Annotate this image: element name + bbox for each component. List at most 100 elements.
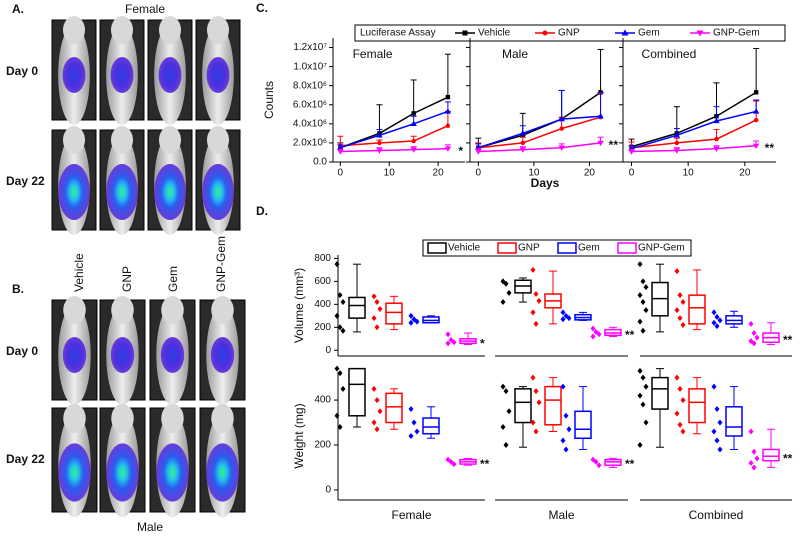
column-label: GNP-Gem bbox=[214, 236, 228, 292]
data-point bbox=[530, 266, 536, 273]
marker bbox=[377, 140, 382, 146]
data-point bbox=[590, 333, 596, 340]
mouse-head bbox=[111, 126, 133, 154]
y-tick-label: 1.0x10⁷ bbox=[293, 61, 327, 72]
marker bbox=[376, 148, 383, 154]
series-line bbox=[340, 125, 449, 147]
data-point bbox=[680, 322, 686, 329]
data-point bbox=[334, 412, 340, 419]
data-point bbox=[533, 320, 539, 327]
data-point bbox=[530, 419, 536, 426]
signal bbox=[160, 337, 185, 373]
signal bbox=[106, 164, 138, 220]
data-point bbox=[643, 383, 649, 390]
data-point bbox=[714, 313, 720, 320]
data-point bbox=[334, 261, 340, 268]
x-tick-label: 0 bbox=[338, 168, 344, 179]
box bbox=[422, 417, 440, 435]
marker bbox=[752, 108, 760, 114]
data-point bbox=[340, 299, 346, 306]
marker bbox=[337, 149, 344, 155]
data-point bbox=[500, 299, 506, 306]
data-point bbox=[566, 315, 572, 322]
marker bbox=[558, 145, 565, 151]
data-point bbox=[714, 323, 720, 330]
data-point bbox=[533, 388, 539, 395]
mouse-head bbox=[111, 403, 134, 433]
signal bbox=[58, 443, 91, 502]
series-line bbox=[478, 142, 601, 153]
annotation: * bbox=[480, 336, 485, 350]
marker bbox=[597, 113, 604, 119]
series-line bbox=[478, 115, 601, 149]
data-point bbox=[408, 433, 414, 439]
data-point bbox=[500, 424, 506, 431]
marker bbox=[559, 126, 564, 131]
data-point bbox=[503, 441, 509, 448]
data-point bbox=[374, 299, 380, 306]
data-point bbox=[717, 317, 723, 324]
column-label: GNP bbox=[120, 266, 134, 292]
box bbox=[688, 388, 706, 424]
y-tick-label: 1.2x10⁷ bbox=[293, 42, 327, 53]
marker bbox=[444, 146, 452, 152]
data-point bbox=[563, 446, 569, 453]
marker bbox=[558, 115, 565, 122]
x-tick-label: 20 bbox=[739, 168, 751, 179]
annotation: * bbox=[458, 144, 463, 158]
marker bbox=[411, 138, 416, 144]
y-tick-label: 8.0x10⁶ bbox=[293, 80, 327, 91]
data-point bbox=[674, 307, 680, 314]
marker bbox=[376, 132, 383, 138]
annotation: ** bbox=[609, 138, 619, 152]
marker bbox=[713, 146, 720, 152]
column-label: Vehicle bbox=[72, 253, 86, 292]
data-point bbox=[640, 327, 646, 334]
data-point bbox=[536, 399, 542, 406]
data-point bbox=[451, 461, 457, 468]
data-point bbox=[374, 324, 380, 331]
data-point bbox=[674, 268, 680, 275]
data-point bbox=[506, 289, 512, 296]
mouse-head bbox=[63, 16, 85, 44]
data-point bbox=[503, 280, 509, 287]
data-point bbox=[560, 383, 566, 390]
legend-label: Vehicle bbox=[478, 28, 511, 39]
data-point bbox=[748, 428, 754, 435]
legend-label: Gem bbox=[578, 243, 600, 254]
data-point bbox=[754, 455, 760, 462]
data-point bbox=[640, 278, 646, 285]
signal bbox=[202, 164, 234, 220]
data-point bbox=[533, 428, 539, 435]
marker bbox=[410, 147, 417, 153]
data-point bbox=[371, 315, 377, 322]
box bbox=[385, 302, 403, 325]
marker bbox=[411, 111, 416, 116]
data-point bbox=[503, 388, 509, 395]
x-tick-label: 0 bbox=[476, 168, 482, 179]
y-tick-label: 4.0x10⁶ bbox=[293, 118, 327, 129]
marker bbox=[752, 143, 760, 149]
series-line bbox=[340, 147, 448, 153]
legend-title: Luciferase Assay bbox=[360, 28, 436, 39]
data-point bbox=[560, 309, 566, 316]
data-point bbox=[506, 408, 512, 415]
data-point bbox=[751, 464, 757, 471]
column-label: Gem bbox=[166, 266, 180, 292]
panel-label: A. bbox=[12, 2, 24, 16]
mouse-head bbox=[159, 16, 181, 44]
data-point bbox=[637, 392, 643, 399]
data-point bbox=[640, 401, 646, 408]
data-point bbox=[533, 291, 539, 298]
data-point bbox=[563, 412, 569, 419]
data-point bbox=[643, 419, 649, 426]
legend-marker bbox=[621, 29, 629, 36]
mouse-head bbox=[63, 296, 86, 324]
data-point bbox=[374, 426, 380, 433]
data-point bbox=[337, 292, 343, 299]
signal bbox=[206, 57, 230, 93]
marker bbox=[597, 140, 604, 147]
y-tick-label: 800 bbox=[314, 253, 331, 264]
data-point bbox=[637, 367, 643, 374]
